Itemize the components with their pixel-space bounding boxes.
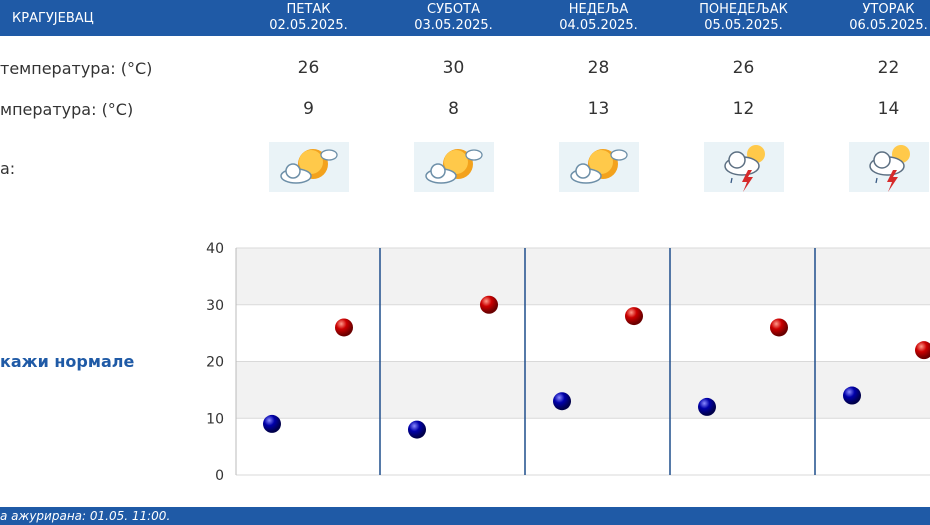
day-header-1: ПЕТАК 02.05.2025. — [236, 2, 381, 34]
day-date: 04.05.2025. — [559, 18, 638, 33]
min-temp-point — [698, 397, 716, 416]
y-tick-label: 40 — [206, 241, 224, 257]
footer-bar: а ажурирана: 01.05. 11:00. — [0, 507, 930, 525]
day-date: 03.05.2025. — [414, 18, 493, 33]
day-name: УТОРАК — [862, 2, 915, 17]
partly-sunny-icon — [559, 142, 639, 192]
max-temp-point — [625, 307, 643, 326]
min-temp-point — [843, 386, 861, 405]
min-temp-point — [408, 420, 426, 439]
partly-sunny-icon — [269, 142, 349, 192]
min-temp-value: 8 — [448, 99, 459, 119]
day-header-4: ПОНЕДЕЉАК 05.05.2025. — [671, 2, 816, 34]
day-name: ПОНЕДЕЉАК — [699, 2, 788, 17]
min-temp-value: 14 — [877, 99, 900, 119]
partly-sunny-icon — [414, 142, 494, 192]
day-header-5: УТОРАК 06.05.2025. — [816, 2, 930, 34]
city-name: КРАГУЈЕВАЦ — [12, 11, 94, 26]
day-name: СУБОТА — [427, 2, 480, 17]
y-tick-label: 20 — [206, 355, 224, 371]
max-temp-point — [480, 295, 498, 314]
day-name: ПЕТАК — [286, 2, 331, 17]
day-header-2: СУБОТА 03.05.2025. — [381, 2, 526, 34]
last-updated: а ажурирана: 01.05. 11:00. — [0, 509, 171, 523]
max-temp-label: температура: (°C) — [0, 59, 153, 78]
max-temp-value: 30 — [442, 58, 465, 78]
y-tick-label: 10 — [206, 411, 224, 427]
day-name: НЕДЕЉА — [568, 2, 629, 17]
max-temp-point — [770, 318, 788, 337]
min-temp-value: 9 — [303, 99, 314, 119]
max-temp-point — [335, 318, 353, 337]
grid-band — [236, 248, 930, 305]
thunderstorm-sun-icon — [849, 142, 929, 192]
weather-label: а: — [0, 159, 16, 178]
thunderstorm-sun-icon — [704, 142, 784, 192]
min-temp-value: 12 — [732, 99, 755, 119]
max-temp-value: 28 — [587, 58, 610, 78]
y-tick-label: 0 — [215, 468, 224, 484]
day-date: 06.05.2025. — [849, 18, 928, 33]
max-temp-value: 22 — [877, 58, 900, 78]
min-temp-point — [263, 414, 281, 433]
min-temp-value: 13 — [587, 99, 610, 119]
min-temp-point — [553, 392, 571, 411]
day-date: 05.05.2025. — [704, 18, 783, 33]
y-tick-label: 30 — [206, 298, 224, 314]
max-temp-value: 26 — [297, 58, 320, 78]
grid-band — [236, 361, 930, 419]
max-temp-point — [915, 341, 930, 360]
day-header-3: НЕДЕЉА 04.05.2025. — [526, 2, 671, 34]
min-temp-label: мпература: (°C) — [0, 100, 134, 119]
day-date: 02.05.2025. — [269, 18, 348, 33]
show-normals-link[interactable]: кажи нормале — [0, 352, 135, 371]
header-bar: КРАГУЈЕВАЦ ПЕТАК 02.05.2025. СУБОТА 03.0… — [0, 0, 930, 36]
temperature-chart: 0 10 20 30 40 — [206, 241, 930, 484]
max-temp-value: 26 — [732, 58, 755, 78]
